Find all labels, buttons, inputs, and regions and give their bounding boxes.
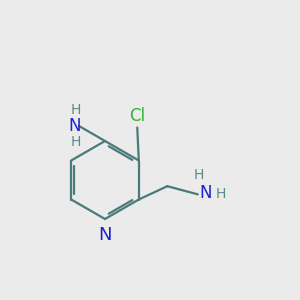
Text: H: H	[216, 187, 226, 201]
Text: H: H	[71, 135, 81, 149]
Text: H: H	[194, 168, 204, 182]
Text: N: N	[199, 184, 211, 202]
Text: N: N	[68, 117, 81, 135]
Text: Cl: Cl	[129, 107, 145, 125]
Text: H: H	[71, 103, 81, 117]
Text: N: N	[98, 226, 112, 244]
